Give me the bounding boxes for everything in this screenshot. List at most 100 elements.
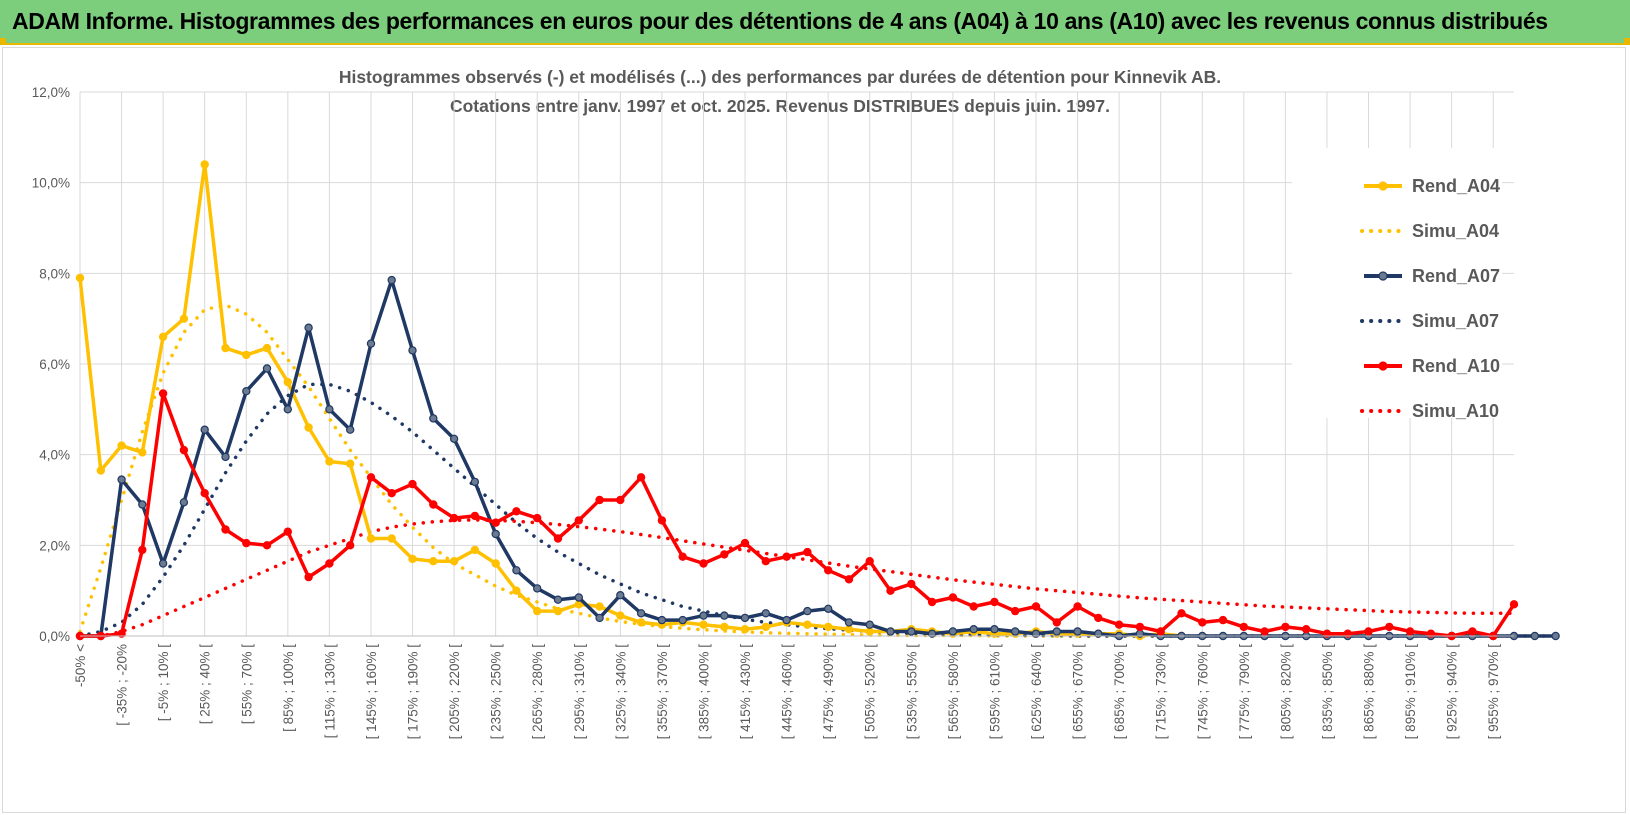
data-point-rend-a10 bbox=[803, 547, 812, 557]
legend-label-simu-a07: Simu_A07 bbox=[1412, 311, 1499, 331]
data-point-rend-a10 bbox=[179, 445, 189, 455]
x-tick-label: [ 145% ; 160% [ bbox=[364, 644, 379, 740]
x-tick-label: [ 235% ; 250% [ bbox=[489, 644, 504, 740]
data-point-rend-a10 bbox=[1281, 622, 1290, 632]
data-point-rend-a10 bbox=[1094, 613, 1103, 623]
data-point-rend-a10 bbox=[283, 527, 292, 536]
data-point-rend-a10 bbox=[408, 479, 417, 489]
x-tick-label: [ 55% ; 70% [ bbox=[239, 644, 254, 725]
x-tick-label: -50% < bbox=[73, 644, 88, 687]
x-tick-label: [ 505% ; 520% [ bbox=[863, 644, 878, 740]
x-tick-label: [ 715% ; 730% [ bbox=[1154, 644, 1169, 740]
data-point-rend-a07 bbox=[242, 387, 251, 396]
data-point-rend-a07 bbox=[346, 425, 355, 434]
x-tick-label: [ -35% ; -20% bbox=[115, 644, 130, 726]
data-point-rend-a07 bbox=[574, 593, 584, 602]
data-point-rend-a04 bbox=[824, 622, 833, 632]
x-tick-label: [ 205% ; 220% [ bbox=[447, 644, 462, 740]
data-point-rend-a07 bbox=[844, 618, 854, 627]
data-point-rend-a10 bbox=[429, 500, 438, 509]
y-tick-label: 0,0% bbox=[39, 629, 70, 644]
data-point-rend-a10 bbox=[948, 593, 958, 602]
data-point-rend-a10 bbox=[678, 552, 687, 561]
data-point-rend-a10 bbox=[1031, 602, 1041, 611]
data-point-rend-a07 bbox=[907, 627, 916, 636]
data-point-rend-a04 bbox=[803, 620, 812, 629]
data-point-rend-a10 bbox=[1052, 618, 1062, 627]
data-point-rend-a10 bbox=[512, 507, 521, 516]
y-tick-label: 10,0% bbox=[32, 176, 70, 191]
data-point-rend-a07 bbox=[1011, 627, 1020, 636]
data-point-rend-a10 bbox=[1114, 620, 1124, 629]
data-point-rend-a10 bbox=[1468, 627, 1477, 636]
data-point-rend-a10 bbox=[366, 473, 376, 482]
data-point-rend-a07 bbox=[366, 339, 376, 348]
data-point-rend-a10 bbox=[1073, 602, 1082, 611]
data-point-rend-a04 bbox=[636, 618, 646, 627]
data-point-rend-a07 bbox=[636, 609, 646, 618]
x-tick-label: [ 535% ; 550% [ bbox=[904, 644, 919, 740]
data-point-rend-a07 bbox=[616, 591, 625, 600]
data-point-rend-a10 bbox=[1301, 625, 1311, 634]
data-point-rend-a07 bbox=[1073, 627, 1082, 636]
data-point-rend-a07 bbox=[553, 595, 563, 604]
legend: Rend_A04 Simu_A04 Rend_A07 Simu_A07 Rend_A10… bbox=[1292, 148, 1502, 421]
data-point-rend-a04 bbox=[117, 441, 126, 450]
data-point-rend-a04 bbox=[366, 534, 376, 543]
series-line-simu-a10 bbox=[78, 518, 1516, 638]
data-point-rend-a10 bbox=[1218, 615, 1228, 625]
data-point-rend-a10 bbox=[553, 534, 563, 543]
data-point-rend-a07 bbox=[803, 606, 812, 616]
data-point-rend-a04 bbox=[242, 350, 251, 360]
banner-corner-right bbox=[1624, 38, 1630, 44]
x-tick-label: [ 115% ; 130% [ bbox=[322, 644, 337, 739]
x-tick-label: [ 25% ; 40% [ bbox=[198, 644, 213, 725]
data-point-rend-a10 bbox=[221, 525, 230, 534]
legend-label-rend-a10: Rend_A10 bbox=[1412, 356, 1500, 376]
data-point-rend-a07 bbox=[470, 477, 480, 487]
data-point-rend-a10 bbox=[927, 597, 937, 607]
data-point-rend-a10 bbox=[200, 489, 209, 498]
data-point-rend-a07 bbox=[948, 627, 958, 636]
data-point-rend-a07 bbox=[138, 500, 147, 509]
series-line-simu-a07 bbox=[78, 382, 1558, 638]
data-point-rend-a10 bbox=[1198, 618, 1207, 627]
x-tick-label: [ 835% ; 850% [ bbox=[1320, 644, 1335, 740]
data-point-rend-a10 bbox=[657, 516, 667, 525]
data-point-rend-a10 bbox=[1509, 600, 1519, 609]
data-point-rend-a04 bbox=[283, 377, 292, 387]
banner-corner-left bbox=[0, 38, 6, 44]
data-point-rend-a04 bbox=[595, 602, 604, 611]
data-point-rend-a04 bbox=[346, 459, 355, 468]
data-point-rend-a04 bbox=[699, 620, 708, 629]
axis-layer: 0,0% 2,0% 4,0% 6,0% 8,0% 10,0% 12,0% -50% < [ -3… bbox=[32, 85, 1514, 739]
data-point-rend-a07 bbox=[221, 452, 230, 462]
data-point-rend-a10 bbox=[616, 495, 625, 505]
data-point-rend-a10 bbox=[1177, 609, 1186, 618]
data-point-rend-a10 bbox=[595, 495, 604, 505]
data-point-rend-a04 bbox=[387, 534, 396, 543]
legend-background bbox=[1292, 148, 1502, 418]
x-tick-label: [ 445% ; 460% [ bbox=[780, 644, 795, 740]
data-point-rend-a10 bbox=[761, 557, 771, 566]
data-point-rend-a07 bbox=[158, 559, 168, 568]
x-tick-label: [ 595% ; 610% [ bbox=[987, 644, 1002, 740]
legend-label-rend-a04: Rend_A04 bbox=[1412, 176, 1500, 196]
data-point-rend-a10 bbox=[740, 538, 750, 548]
data-point-rend-a04 bbox=[740, 625, 750, 634]
x-tick-label: [ 925% ; 940% [ bbox=[1445, 644, 1460, 740]
data-point-rend-a04 bbox=[616, 611, 625, 620]
data-point-rend-a04 bbox=[408, 554, 417, 564]
data-point-rend-a10 bbox=[533, 513, 542, 523]
data-point-rend-a07 bbox=[449, 434, 459, 443]
legend-marker-rend-a04 bbox=[1378, 181, 1388, 191]
data-point-rend-a10 bbox=[491, 518, 500, 527]
data-point-rend-a07 bbox=[1551, 631, 1560, 641]
data-point-rend-a10 bbox=[865, 557, 874, 566]
data-point-rend-a10 bbox=[844, 575, 854, 584]
x-tick-label: [ 955% ; 970% [ bbox=[1486, 644, 1501, 740]
x-tick-label: [ 385% ; 400% [ bbox=[696, 644, 711, 740]
data-point-rend-a10 bbox=[574, 516, 584, 525]
data-point-rend-a07 bbox=[657, 615, 667, 625]
data-point-rend-a10 bbox=[387, 489, 396, 498]
